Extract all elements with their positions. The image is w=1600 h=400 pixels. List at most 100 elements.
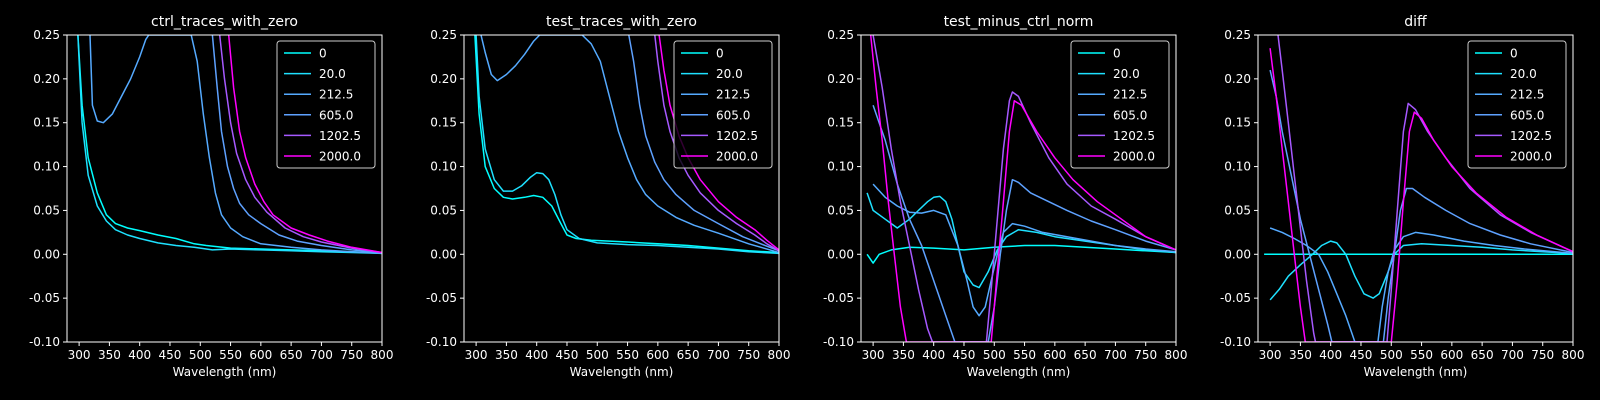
chart-panel: 300 350 400 450 500 550 600 650 700 750 800 -0.10 -0… <box>29 14 394 379</box>
x-tick-label: 800 <box>768 348 791 362</box>
legend-label: 605.0 <box>1113 108 1147 122</box>
x-tick-label: 600 <box>249 348 272 362</box>
legend-box <box>276 40 376 169</box>
x-tick-label: 750 <box>737 348 760 362</box>
legend-label: 20.0 <box>1113 67 1140 81</box>
axes-frame <box>463 34 780 343</box>
y-tick-label: 0.10 <box>1224 160 1251 174</box>
x-tick-label: 800 <box>1165 348 1188 362</box>
series-line-1202.5 <box>872 35 1176 342</box>
y-tick-label: 0.00 <box>827 247 854 261</box>
series-line-1202.5 <box>218 35 382 254</box>
series-line-605.0 <box>872 104 1176 342</box>
y-tick-label: 0.15 <box>430 116 457 130</box>
legend: 0 20.0 212.5 605.0 1202.5 2000.0 <box>1467 40 1567 169</box>
series-line-0 <box>866 244 1176 264</box>
chart-title: test_minus_ctrl_norm <box>944 14 1094 30</box>
x-tick-label: 750 <box>340 348 363 362</box>
legend-label: 212.5 <box>1510 88 1544 102</box>
x-tick-label: 300 <box>465 348 488 362</box>
y-tick-label: 0.00 <box>1224 247 1251 261</box>
y-tick-label: 0.10 <box>827 160 854 174</box>
legend-label: 0 <box>319 47 327 61</box>
series-line-605.0 <box>1269 69 1573 342</box>
legend: 0 20.0 212.5 605.0 1202.5 2000.0 <box>1070 40 1170 169</box>
legend-label: 2000.0 <box>1510 150 1552 164</box>
legend-label: 2000.0 <box>319 150 361 164</box>
y-tick-label: 0.00 <box>430 247 457 261</box>
series-line-2000.0 <box>869 35 1176 342</box>
x-tick-label: 300 <box>862 348 885 362</box>
x-tick-label: 600 <box>1043 348 1066 362</box>
legend-label: 212.5 <box>319 88 353 102</box>
legend-label: 212.5 <box>716 88 750 102</box>
legend-label: 1202.5 <box>1510 129 1552 143</box>
x-tick-label: 800 <box>1562 348 1585 362</box>
x-tick-label: 700 <box>707 348 730 362</box>
x-axis-label: Wavelength (nm) <box>570 365 674 379</box>
legend-label: 605.0 <box>319 108 353 122</box>
x-tick-label: 550 <box>219 348 242 362</box>
series-line-2000.0 <box>227 35 382 254</box>
y-tick-label: 0.15 <box>1224 116 1251 130</box>
y-tick-label: 0.20 <box>430 72 457 86</box>
series-line-212.5 <box>89 35 382 255</box>
x-tick-label: 500 <box>189 348 212 362</box>
y-tick-label: -0.05 <box>1220 291 1251 305</box>
legend-label: 0 <box>1510 47 1518 61</box>
y-tick-label: 0.10 <box>33 160 60 174</box>
series-line-1202.5 <box>1277 35 1573 342</box>
x-tick-label: 800 <box>371 348 394 362</box>
y-tick-label: -0.10 <box>1220 335 1251 349</box>
x-tick-label: 550 <box>1410 348 1433 362</box>
legend-box <box>673 40 773 169</box>
x-tick-label: 450 <box>953 348 976 362</box>
series-line-212.5 <box>480 35 779 254</box>
x-tick-label: 650 <box>677 348 700 362</box>
x-tick-label: 650 <box>1074 348 1097 362</box>
chart-title: diff <box>1404 14 1427 30</box>
x-tick-label: 450 <box>1350 348 1373 362</box>
x-tick-label: 300 <box>68 348 91 362</box>
legend-label: 212.5 <box>1113 88 1147 102</box>
x-tick-label: 650 <box>280 348 303 362</box>
chart-title: test_traces_with_zero <box>546 14 697 30</box>
series-line-2000.0 <box>658 35 779 251</box>
y-tick-label: 0.20 <box>33 72 60 86</box>
legend-label: 1202.5 <box>716 129 758 143</box>
y-tick-label: 0.05 <box>1224 203 1251 217</box>
y-tick-label: -0.10 <box>29 335 60 349</box>
x-tick-label: 350 <box>1289 348 1312 362</box>
y-tick-label: -0.05 <box>29 291 60 305</box>
series-line-212.5 <box>1269 227 1573 342</box>
axes-frame <box>66 34 383 343</box>
y-tick-label: 0.15 <box>827 116 854 130</box>
x-tick-label: 500 <box>983 348 1006 362</box>
y-tick-label: 0.20 <box>1224 72 1251 86</box>
x-axis-label: Wavelength (nm) <box>173 365 277 379</box>
legend-label: 20.0 <box>716 67 743 81</box>
x-axis-label: Wavelength (nm) <box>1364 365 1468 379</box>
x-tick-label: 550 <box>616 348 639 362</box>
chart-title: ctrl_traces_with_zero <box>151 14 298 30</box>
series-line-20.0 <box>77 35 382 255</box>
y-tick-label: 0.25 <box>827 28 854 42</box>
x-axis-label: Wavelength (nm) <box>967 365 1071 379</box>
x-tick-label: 600 <box>1440 348 1463 362</box>
x-tick-label: 650 <box>1471 348 1494 362</box>
y-tick-label: 0.20 <box>827 72 854 86</box>
panels: 300 350 400 450 500 550 600 650 700 750 800 -0.10 -0… <box>29 14 1585 379</box>
plot-area <box>474 35 779 255</box>
x-tick-label: 400 <box>1319 348 1342 362</box>
legend-label: 1202.5 <box>319 129 361 143</box>
plot-area <box>77 35 382 255</box>
legend-label: 1202.5 <box>1113 129 1155 143</box>
legend-label: 2000.0 <box>1113 150 1155 164</box>
legend-label: 0 <box>716 47 724 61</box>
x-tick-label: 700 <box>1501 348 1524 362</box>
x-tick-label: 600 <box>646 348 669 362</box>
x-tick-label: 500 <box>1380 348 1403 362</box>
x-tick-label: 300 <box>1259 348 1282 362</box>
chart-panel: 300 350 400 450 500 550 600 650 700 750 800 -0.10 -0… <box>823 14 1188 379</box>
